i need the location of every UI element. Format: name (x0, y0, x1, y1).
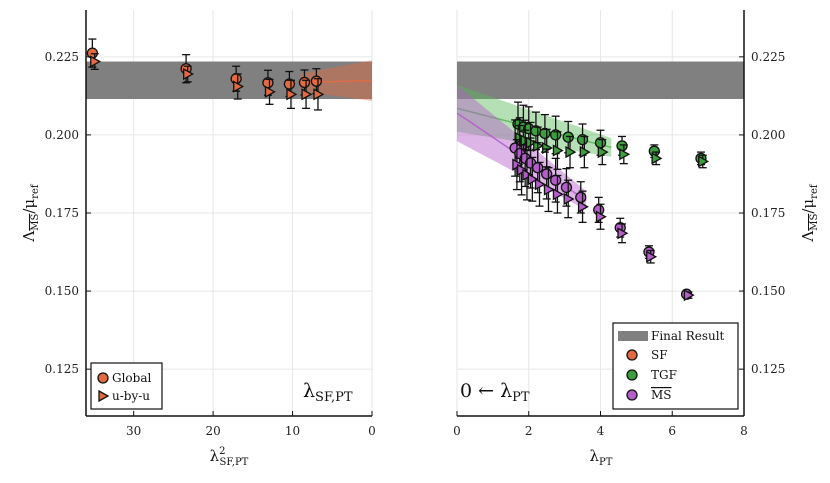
legend: Final Result SF TGF MS (612, 322, 739, 410)
data-point (597, 145, 609, 159)
y-axis-label: ΛMS/μref (20, 183, 41, 242)
legend-label-sf: SF (651, 348, 668, 362)
data-point (543, 183, 555, 196)
x-tick-label: 8 (740, 424, 748, 438)
data-point (577, 200, 589, 213)
x-tick-label: 6 (668, 424, 676, 438)
data-point (310, 75, 323, 87)
legend-marker-tgf (626, 369, 638, 381)
data-point (575, 191, 587, 204)
data-point (552, 144, 564, 157)
data-point (298, 76, 311, 89)
data-point (527, 173, 539, 186)
x-tick-label: 10 (285, 424, 300, 438)
y-tick-label: 0.200 (45, 128, 79, 142)
data-point (183, 67, 195, 81)
y-axis-label: ΛMS/μref (799, 183, 820, 242)
data-point (539, 127, 551, 140)
data-point (283, 78, 296, 90)
legend-label-final-result: Final Result (651, 329, 725, 343)
y-tick-label: 0.125 (751, 362, 785, 376)
y-tick-label: 0.225 (45, 50, 79, 64)
legend-marker-sf (626, 349, 638, 361)
data-point (552, 188, 564, 201)
data-point (532, 162, 544, 174)
data-point (619, 148, 631, 161)
series-ms-u-by-u (512, 138, 695, 302)
legend-marker-global (97, 372, 109, 384)
data-point (541, 168, 553, 180)
right-panel: 0 2 4 6 8 0.125 0.150 0.175 0.200 0.225 ΛMS/μref λP… (453, 10, 820, 468)
data-point (264, 85, 276, 98)
data-point (565, 145, 577, 159)
x-tick-label: 30 (126, 424, 141, 438)
x-tick-label: 2 (525, 424, 533, 438)
left-panel: 30 20 10 0 0.125 0.150 0.175 0.200 0.225 ΛMS/μref… (20, 10, 376, 468)
legend-marker-ms (626, 389, 638, 401)
x-tick-label: 0 (368, 424, 376, 438)
data-point (560, 181, 573, 194)
y-tick-label: 0.225 (751, 50, 785, 64)
x-axis-label: λPT (590, 447, 613, 468)
panel-annotation: λSF,PT (303, 380, 353, 405)
y-tick-label: 0.150 (45, 284, 79, 298)
legend-label-tgf: TGF (651, 368, 677, 382)
legend-label-ms: MS (651, 388, 672, 402)
y-tick-label: 0.175 (45, 206, 79, 220)
data-point (90, 55, 102, 68)
y-tick-label: 0.175 (751, 206, 785, 220)
data-point (651, 152, 663, 165)
legend-marker-u-by-u (98, 389, 110, 403)
data-point (301, 88, 313, 101)
data-point (579, 145, 591, 159)
data-point (563, 192, 575, 206)
legend-swatch-final-result (618, 331, 648, 341)
x-tick-label: 20 (205, 424, 220, 438)
y-tick-label: 0.150 (751, 284, 785, 298)
data-point (522, 168, 534, 182)
data-point (646, 250, 658, 263)
data-point (683, 289, 695, 302)
data-point (698, 155, 710, 168)
x-axis-label: λ2 SF,PT (210, 446, 249, 468)
x-tick-label: 0 (453, 424, 461, 438)
data-point (534, 178, 546, 191)
final-result-band (457, 61, 744, 100)
panel-annotation: 0 ← λPT (460, 380, 530, 405)
data-point (595, 210, 607, 223)
y-tick-label: 0.200 (751, 128, 785, 142)
data-point (550, 174, 562, 186)
data-point (617, 227, 629, 240)
data-point (233, 80, 245, 93)
data-point (286, 88, 298, 101)
series-u-by-u (90, 53, 325, 111)
series-tgf (512, 101, 707, 166)
data-point (516, 163, 528, 177)
legend: Global u-by-u (90, 362, 163, 410)
legend-label-u-by-u: u-by-u (112, 389, 150, 403)
data-point (616, 140, 628, 152)
legend-label-global: Global (112, 371, 151, 385)
x-tick-label: 4 (597, 424, 605, 438)
data-point (313, 88, 325, 101)
final-result-band (86, 61, 372, 100)
legend-box (90, 362, 163, 410)
y-tick-label: 0.125 (45, 362, 79, 376)
